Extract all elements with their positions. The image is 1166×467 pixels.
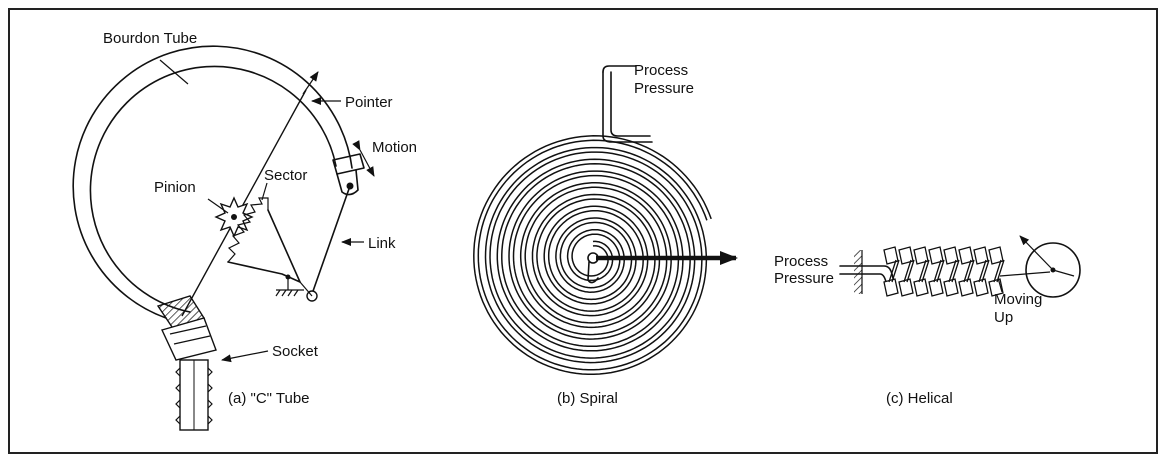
c-tube-panel: Bourdon Tube Pointer Motion Pinion Secto…: [72, 30, 417, 431]
label-spiral-process: Process: [634, 62, 688, 79]
pointer-needle: [181, 89, 307, 317]
label-helical-process: Process: [774, 253, 828, 270]
helix-coil-band: [903, 259, 915, 283]
helix-coil-bottom: [973, 278, 989, 297]
label-socket: Socket: [272, 343, 319, 360]
helix-coil-band: [978, 259, 990, 283]
label-bourdon-tube: Bourdon Tube: [103, 30, 197, 47]
helical-panel: Process Pressure Moving Up (c) Helical: [774, 235, 1081, 407]
label-link: Link: [368, 235, 396, 252]
helix-coil-band: [933, 259, 945, 283]
helix-coil-bottom: [883, 278, 899, 297]
helix-coil-band: [963, 259, 975, 283]
helix-coil-bottom: [958, 278, 974, 297]
helical-dial: [1025, 242, 1081, 298]
spiral-coil-wall: [473, 135, 712, 376]
sector-lever: [227, 209, 301, 283]
helix-coil-bottom: [928, 278, 944, 297]
spiral-panel: Process Pressure (b) Spiral: [473, 62, 738, 407]
caption-c-tube: (a) "C" Tube: [228, 390, 310, 407]
pinion-axle: [231, 214, 237, 220]
label-pinion: Pinion: [154, 179, 196, 196]
helical-coils: [883, 246, 1005, 297]
figure-frame: [8, 8, 1158, 454]
link-rod: [311, 185, 351, 295]
label-up: Up: [994, 309, 1013, 326]
socket: [156, 295, 217, 431]
label-moving: Moving: [994, 291, 1042, 308]
caption-spiral: (b) Spiral: [557, 390, 618, 407]
helical-wall: [854, 250, 862, 294]
caption-helical: (c) Helical: [886, 390, 953, 407]
helix-coil-band: [888, 259, 900, 283]
helix-coil-band: [918, 259, 930, 283]
helix-coil-band: [948, 259, 960, 283]
spiral-coil-wall: [477, 139, 708, 371]
label-sector: Sector: [264, 167, 307, 184]
helix-coil-bottom: [913, 278, 929, 297]
label-pointer: Pointer: [345, 94, 393, 111]
label-motion: Motion: [372, 139, 417, 156]
helical-pointer: [1019, 235, 1054, 271]
spiral-coils: [473, 135, 712, 376]
helix-coil-bottom: [898, 278, 914, 297]
sector-teeth: [227, 197, 269, 263]
c-tube-outer-wall: [72, 45, 353, 319]
helix-coil-bottom: [943, 278, 959, 297]
label-spiral-pressure: Pressure: [634, 80, 694, 97]
c-tube-inner-wall: [89, 65, 337, 313]
label-helical-pressure: Pressure: [774, 270, 834, 287]
